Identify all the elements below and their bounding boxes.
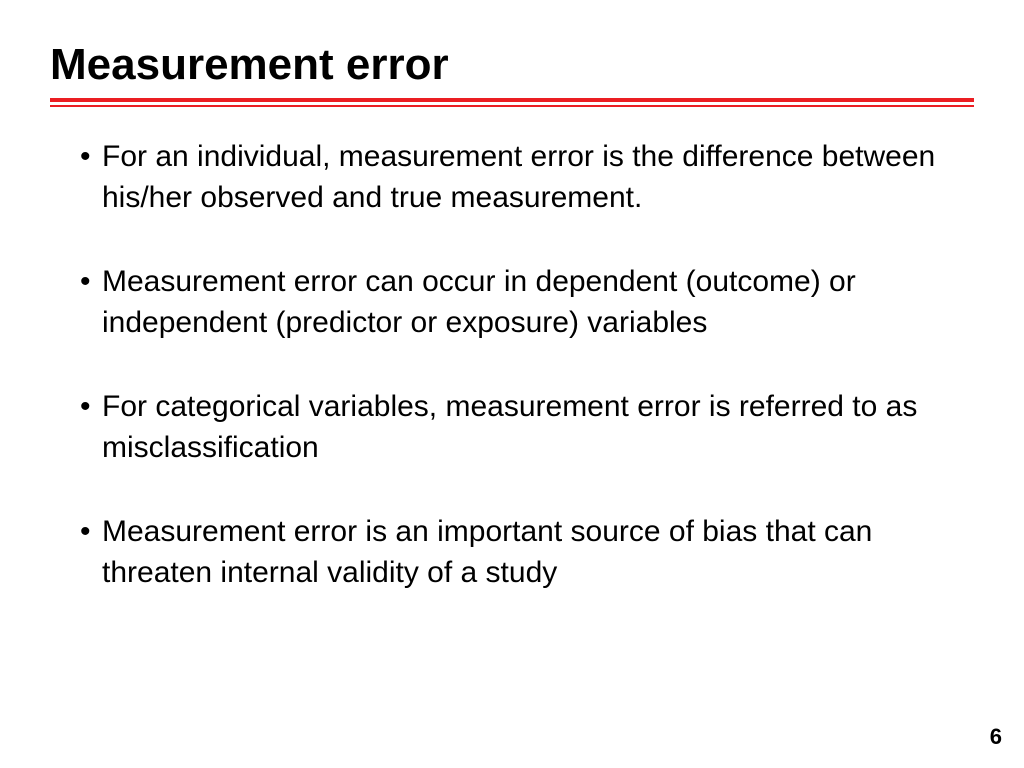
slide-title: Measurement error [50, 40, 974, 90]
title-underline-thick [50, 98, 974, 102]
page-number: 6 [990, 724, 1002, 750]
bullet-list: For an individual, measurement error is … [50, 137, 974, 593]
slide-container: Measurement error For an individual, mea… [0, 0, 1024, 677]
bullet-item: Measurement error is an important source… [80, 512, 974, 593]
bullet-item: For an individual, measurement error is … [80, 137, 974, 218]
title-underline-thin [50, 105, 974, 107]
bullet-item: For categorical variables, measurement e… [80, 387, 974, 468]
bullet-item: Measurement error can occur in dependent… [80, 262, 974, 343]
